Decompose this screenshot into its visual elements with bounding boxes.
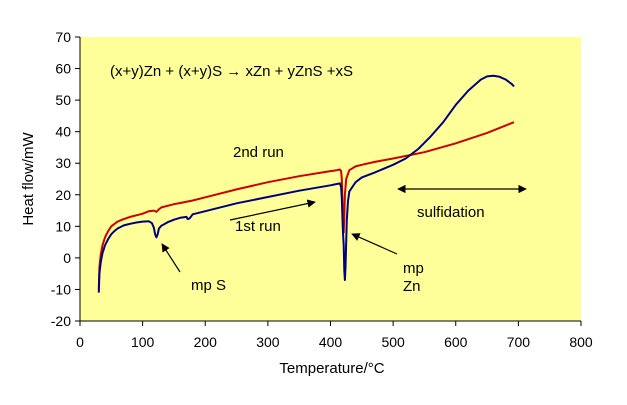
y-tick-label: 0 xyxy=(63,250,71,266)
mp-s-label: mp S xyxy=(191,277,226,294)
y-tick-label: 30 xyxy=(55,155,71,171)
x-axis-label: Temperature/°C xyxy=(279,360,384,377)
plot-area xyxy=(80,37,581,321)
y-tick-label: -20 xyxy=(51,313,71,329)
first-run-line xyxy=(97,74,515,293)
y-tick-label: 60 xyxy=(55,61,71,77)
series-layer xyxy=(97,74,515,293)
second-run-line xyxy=(97,121,515,290)
y-tick-label: 40 xyxy=(55,124,71,140)
y-tick-label: 20 xyxy=(55,187,71,203)
x-tick-label: 100 xyxy=(131,334,155,350)
y-axis-label: Heat flow/mW xyxy=(20,131,37,225)
y-tick-label: 70 xyxy=(55,29,71,45)
first-run-arrow xyxy=(229,199,316,221)
first-run-label: 1st run xyxy=(235,218,281,235)
mp-zn-label-line1: mp xyxy=(403,260,424,277)
x-tick-label: 0 xyxy=(76,334,84,350)
mp-zn-label-line2: Zn xyxy=(403,278,421,295)
y-axis-ticks: -20 -10 0 10 20 30 40 50 60 70 xyxy=(51,29,80,329)
x-tick-label: 300 xyxy=(256,334,280,350)
x-tick-label: 800 xyxy=(569,334,593,350)
reaction-equation: (x+y)Zn + (x+y)S → xZn + yZnS +xS xyxy=(110,63,353,80)
x-tick-label: 700 xyxy=(507,334,531,350)
y-tick-label: -10 xyxy=(51,281,71,297)
x-axis-ticks: 0 100 200 300 400 500 600 700 800 xyxy=(76,321,593,350)
x-tick-label: 200 xyxy=(194,334,218,350)
x-tick-label: 400 xyxy=(319,334,343,350)
y-tick-label: 10 xyxy=(55,218,71,234)
y-tick-label: 50 xyxy=(55,92,71,108)
x-tick-label: 500 xyxy=(381,334,405,350)
x-tick-label: 600 xyxy=(444,334,468,350)
second-run-label: 2nd run xyxy=(233,144,284,161)
mp-s-arrow xyxy=(161,243,181,273)
sulfidation-label: sulfidation xyxy=(417,204,485,221)
mp-zn-arrow xyxy=(351,233,398,255)
